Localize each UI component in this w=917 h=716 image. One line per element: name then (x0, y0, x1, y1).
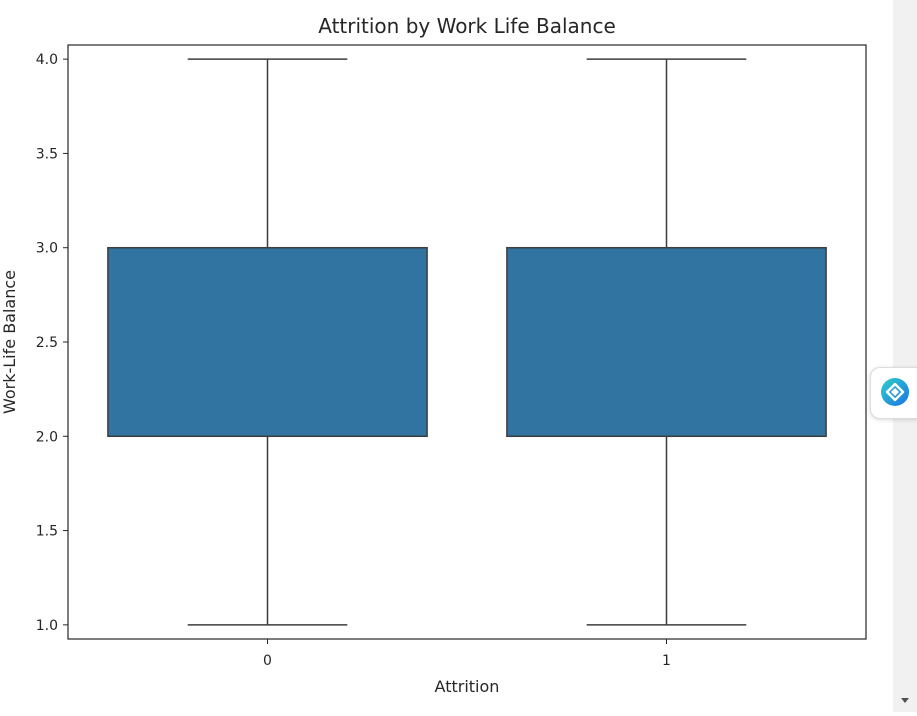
x-tick-label: 1 (662, 653, 671, 669)
y-axis-label: Work-Life Balance (0, 270, 19, 414)
chart-area: Attrition by Work Life Balance 0 1 1.0 1.5 2… (0, 14, 867, 696)
y-tick-label: 3.5 (36, 146, 58, 162)
iqr-box (107, 246, 428, 438)
y-tick-label: 2.0 (36, 429, 58, 445)
y-tick-label: 1.5 (36, 524, 58, 540)
plot-frame (67, 44, 867, 640)
scrollbar[interactable] (893, 0, 917, 712)
x-tick-label: 0 (263, 653, 272, 669)
y-tick-label: 1.0 (36, 618, 58, 634)
x-axis-label: Attrition (435, 677, 500, 696)
y-tick-label: 4.0 (36, 52, 58, 68)
chevron-down-icon[interactable] (901, 698, 909, 703)
assistant-widget-button[interactable] (870, 367, 917, 419)
chart-title: Attrition by Work Life Balance (318, 14, 616, 38)
iqr-box (506, 246, 827, 438)
y-tick-label: 2.5 (36, 335, 58, 351)
assistant-diamond-icon (881, 378, 909, 406)
box-plot: Attrition by Work Life Balance 0 1 1.0 1.5 2… (0, 14, 867, 696)
y-tick-label: 3.0 (36, 241, 58, 257)
